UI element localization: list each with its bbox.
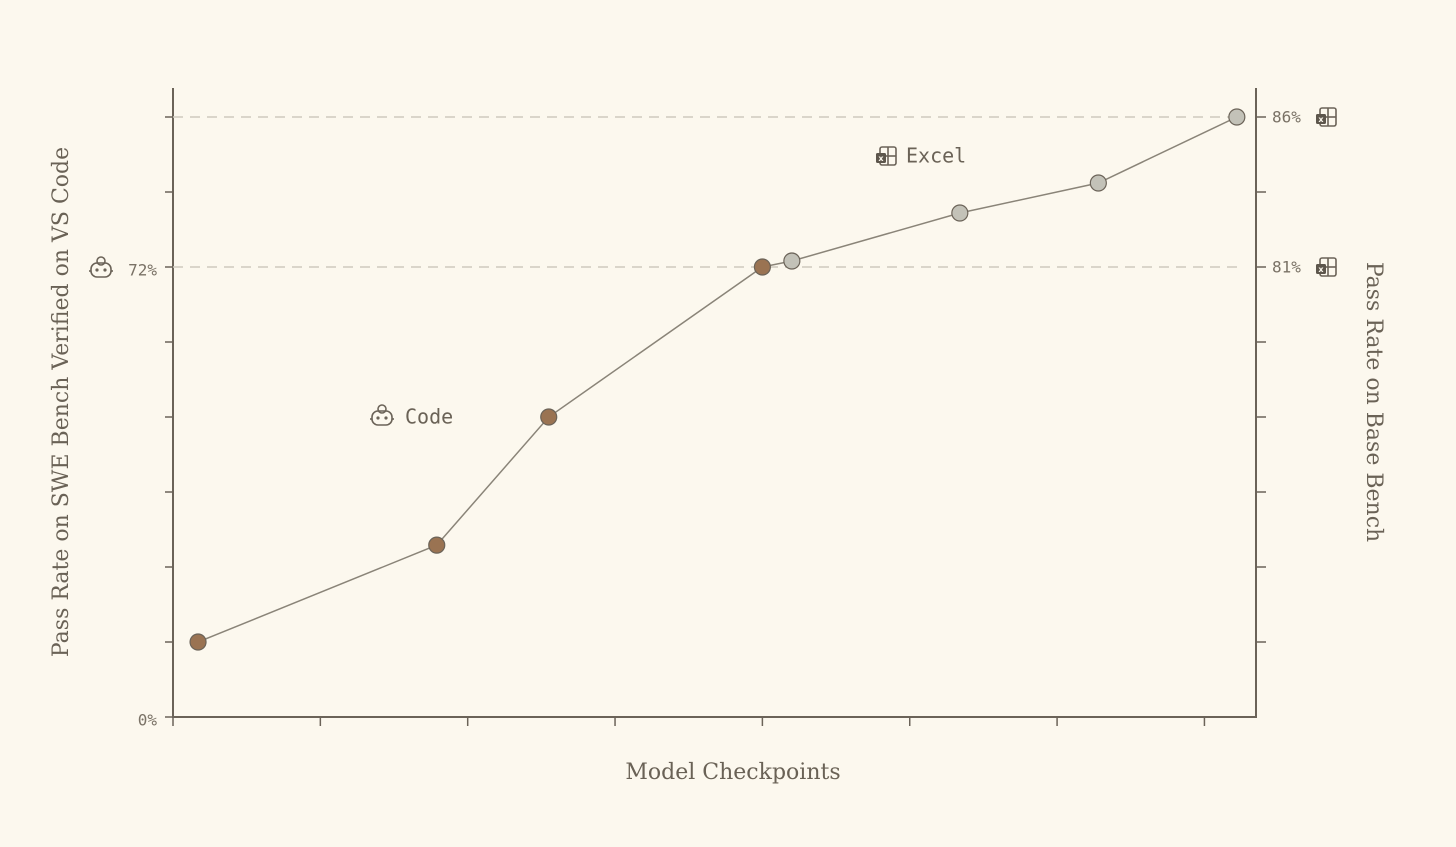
excel-icon xyxy=(1315,107,1337,127)
data-point xyxy=(1089,174,1107,192)
series-label: Code xyxy=(405,405,453,429)
series-line xyxy=(791,116,1238,262)
data-point xyxy=(951,204,969,222)
excel-icon xyxy=(1315,257,1337,277)
data-point xyxy=(753,258,771,276)
y-tick-label: 72% xyxy=(128,261,157,280)
series-line xyxy=(197,266,763,643)
y2-tick-label: 86% xyxy=(1272,108,1301,127)
code-icon xyxy=(88,256,114,278)
data-point xyxy=(783,252,801,270)
y2-axis-title: Pass Rate on Base Bench xyxy=(1361,262,1386,542)
x-axis-title: Model Checkpoints xyxy=(625,760,840,785)
data-point xyxy=(428,536,446,554)
y-axis-title: Pass Rate on SWE Bench Verified on VS Co… xyxy=(49,147,74,657)
series-icon xyxy=(875,146,897,166)
y-tick-label: 0% xyxy=(138,711,158,730)
series-icon xyxy=(369,404,395,426)
data-point xyxy=(1228,108,1246,126)
data-point xyxy=(540,408,558,426)
series-label: Excel xyxy=(906,144,966,168)
data-point xyxy=(189,633,207,651)
y2-tick-label: 81% xyxy=(1272,258,1301,277)
